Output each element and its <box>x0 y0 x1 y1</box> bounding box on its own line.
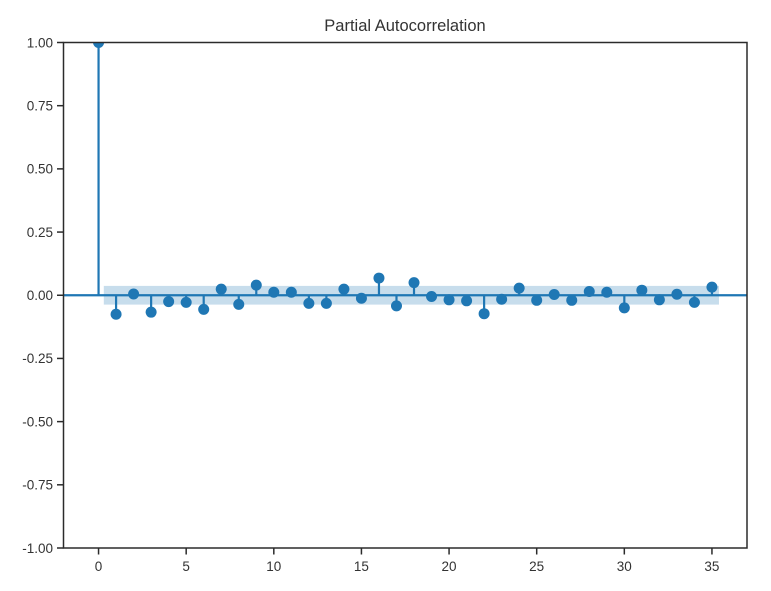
marker-lag-18 <box>408 277 420 289</box>
marker-lag-25 <box>531 294 543 306</box>
y-tick-label-0.75: 0.75 <box>27 98 53 113</box>
marker-lag-20 <box>443 294 455 306</box>
marker-lag-22 <box>478 308 490 320</box>
x-tick-label-25: 25 <box>529 559 544 574</box>
y-tick-label--0.25: -0.25 <box>22 351 53 366</box>
marker-lag-19 <box>426 291 438 303</box>
x-tick-label-35: 35 <box>704 559 719 574</box>
marker-lag-4 <box>163 296 175 308</box>
marker-lag-26 <box>548 288 560 300</box>
marker-lag-7 <box>215 283 227 295</box>
marker-lag-0 <box>93 42 105 48</box>
marker-lag-17 <box>390 300 402 312</box>
marker-lag-21 <box>461 295 473 307</box>
marker-lag-27 <box>566 294 578 306</box>
marker-lag-24 <box>513 282 525 294</box>
x-tick-label-0: 0 <box>95 559 103 574</box>
marker-lag-30 <box>618 302 630 314</box>
x-tick-label-20: 20 <box>442 559 457 574</box>
marker-lag-10 <box>268 286 280 298</box>
y-tick-label-0.25: 0.25 <box>27 225 53 240</box>
marker-lag-29 <box>601 286 613 298</box>
marker-lag-33 <box>671 288 683 300</box>
marker-lag-14 <box>338 283 350 295</box>
x-tick-label-15: 15 <box>354 559 369 574</box>
y-tick-label--1.00: -1.00 <box>22 541 53 556</box>
marker-lag-35 <box>706 281 718 293</box>
stems-group <box>97 42 714 315</box>
x-tick-label-10: 10 <box>266 559 281 574</box>
marker-lag-5 <box>180 296 192 308</box>
y-tick-label--0.75: -0.75 <box>22 478 53 493</box>
marker-lag-13 <box>320 297 332 309</box>
marker-lag-23 <box>496 293 508 305</box>
markers-group <box>93 42 718 320</box>
y-tick-label-1.00: 1.00 <box>27 35 53 50</box>
x-tick-label-5: 5 <box>182 559 190 574</box>
y-axis-ticks-group: 1.00 0.75 0.50 0.25 0.00 -0.25 -0.50 -0.75 -1.00 <box>22 35 64 556</box>
marker-lag-16 <box>373 272 385 284</box>
marker-lag-2 <box>128 288 140 300</box>
marker-lag-28 <box>583 285 595 297</box>
marker-lag-15 <box>355 292 367 304</box>
marker-lag-3 <box>145 306 157 318</box>
x-axis-ticks-group: 0 5 10 15 20 25 30 35 <box>95 548 719 574</box>
marker-lag-1 <box>110 308 122 320</box>
marker-lag-12 <box>303 297 315 309</box>
chart-title: Partial Autocorrelation <box>324 17 485 35</box>
y-tick-label-0.50: 0.50 <box>27 162 53 177</box>
marker-lag-11 <box>285 286 297 298</box>
marker-lag-31 <box>636 284 648 296</box>
marker-lag-6 <box>198 303 210 315</box>
y-tick-label-0.00: 0.00 <box>27 288 53 303</box>
y-tick-label--0.50: -0.50 <box>22 414 53 429</box>
marker-lag-34 <box>688 296 700 308</box>
marker-lag-9 <box>250 279 262 291</box>
marker-lag-32 <box>653 294 665 306</box>
marker-lag-8 <box>233 298 245 310</box>
x-tick-label-30: 30 <box>617 559 632 574</box>
